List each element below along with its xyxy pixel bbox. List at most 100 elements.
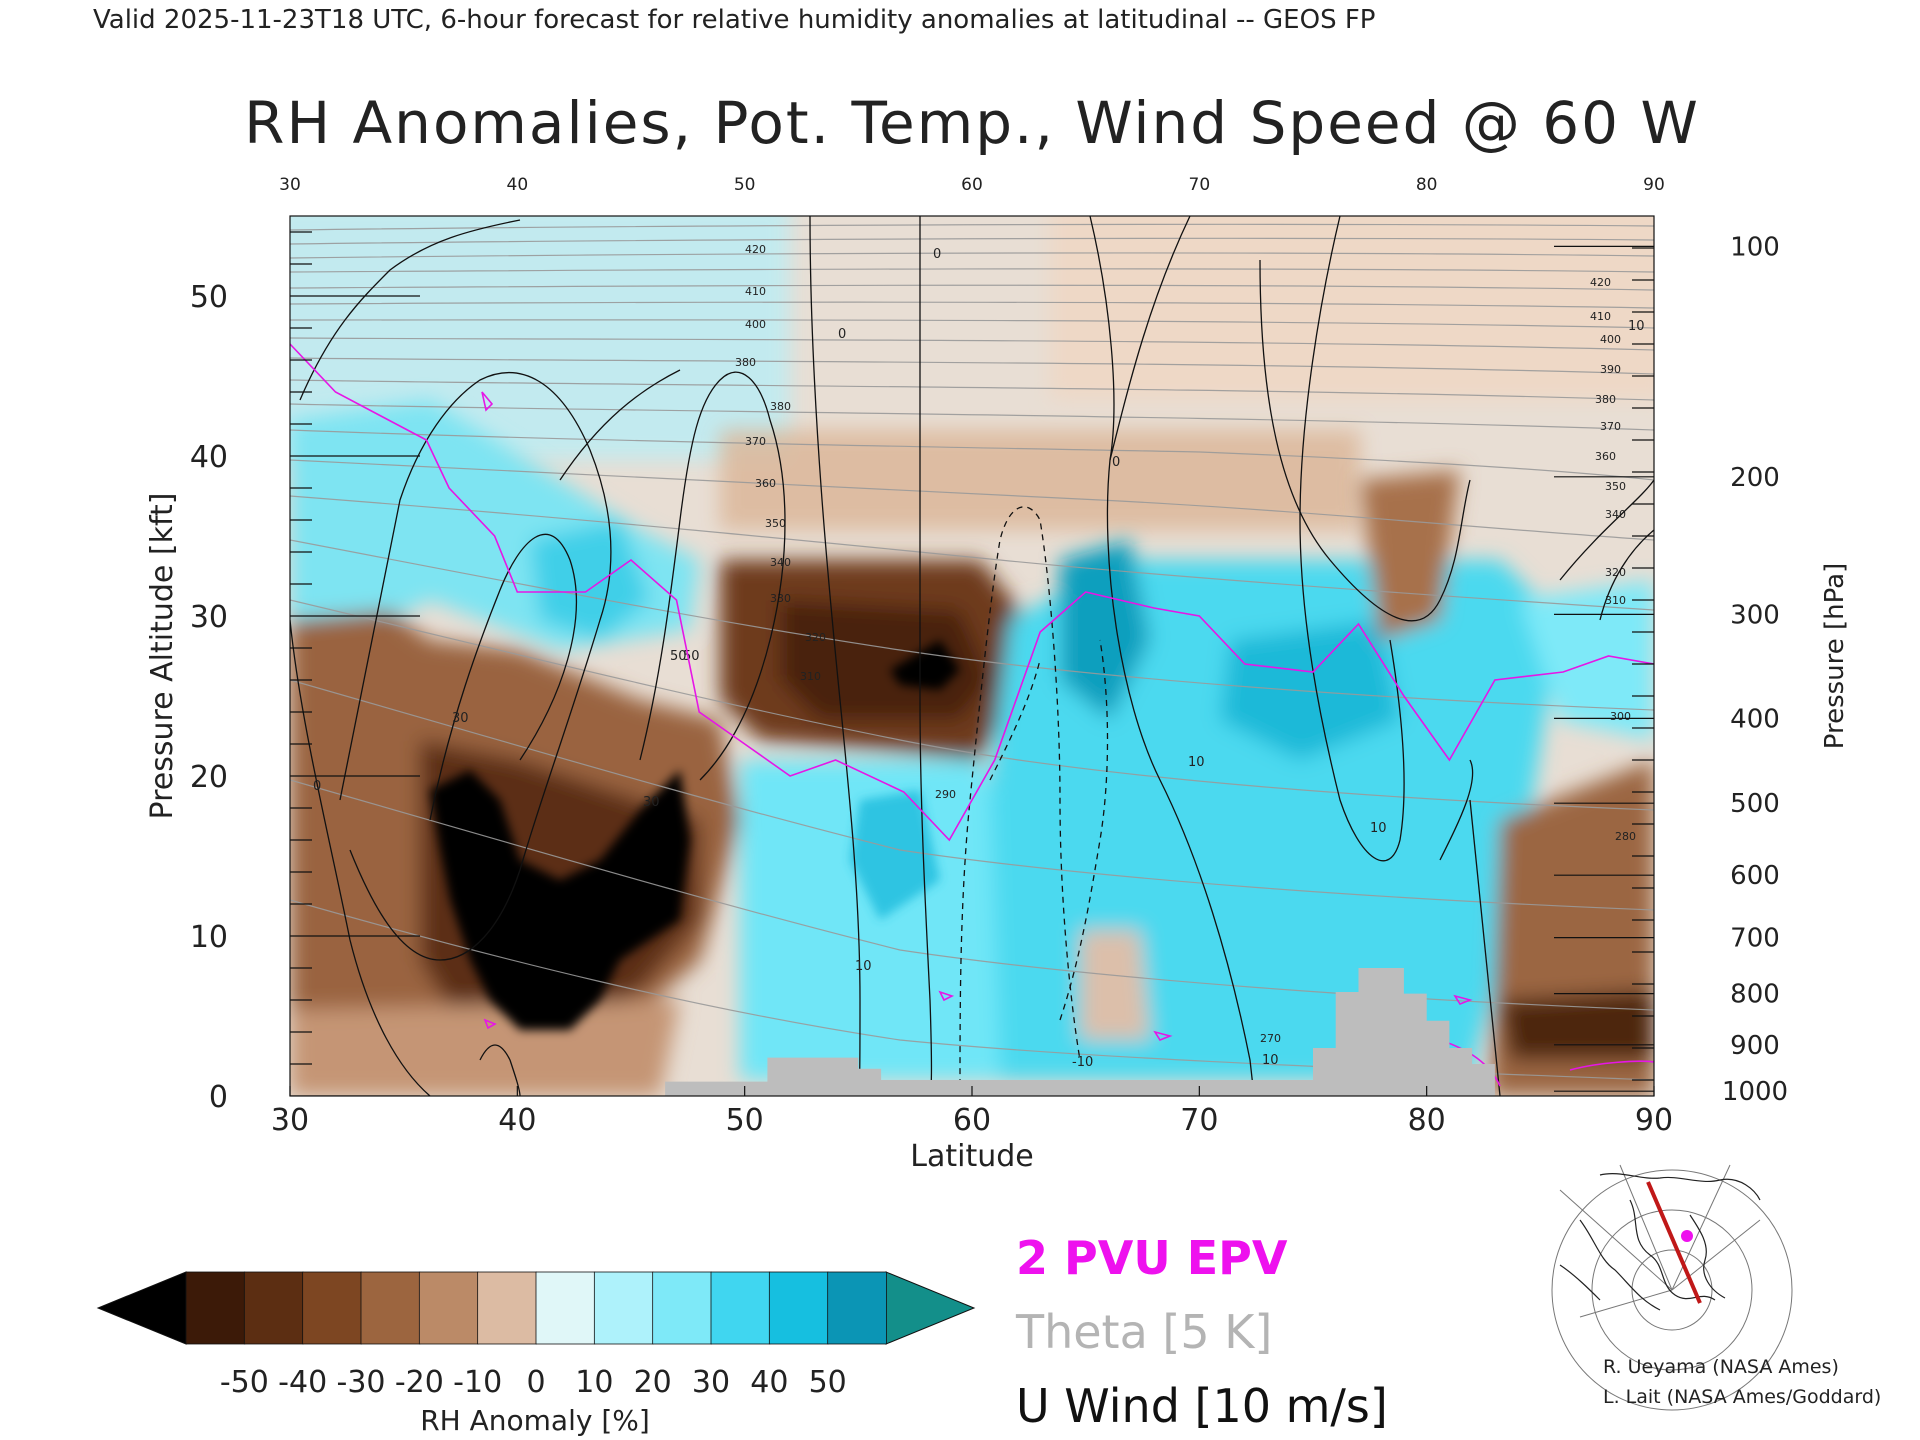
figure-header: Valid 2025-11-23T18 UTC, 6-hour forecast… [93, 5, 1375, 35]
svg-text:330: 330 [770, 592, 791, 605]
wind-label-14: 10 [1628, 319, 1645, 334]
wind-label-2: 50 [670, 649, 687, 664]
legend: 2 PVU EPV Theta [5 K] U Wind [10 m/s] [1015, 1231, 1388, 1433]
svg-text:400: 400 [745, 318, 766, 331]
x-tick-label-40: 40 [498, 1103, 536, 1138]
pressure-tick-label-300: 300 [1730, 600, 1780, 630]
x-top-tick-label-80: 80 [1416, 175, 1438, 195]
cyan-right-mid [1220, 620, 1400, 760]
cyan-core-midlow [850, 790, 940, 920]
colorbar: -50 -40 -30 -20 -10 0 10 20 30 40 50 [96, 1271, 976, 1400]
colorbar-tick-1: -40 [278, 1365, 327, 1400]
svg-text:350: 350 [765, 517, 786, 530]
wind-label-12: 10 [1262, 1053, 1279, 1068]
colorbar-bin-5 [477, 1271, 537, 1345]
colorbar-bin-6 [535, 1271, 596, 1345]
svg-text:410: 410 [1590, 310, 1611, 323]
x-top-tick-label-40: 40 [507, 175, 529, 195]
svg-text:300: 300 [1610, 710, 1631, 723]
colorbar-under-arrow [96, 1271, 187, 1345]
wind-label-9: -10 [1072, 1055, 1093, 1070]
svg-text:350: 350 [1605, 480, 1626, 493]
x-tick-label-80: 80 [1408, 1103, 1446, 1138]
wind-label-3: 0 [313, 779, 321, 794]
locator-map-coastlines [1559, 1173, 1761, 1311]
x-top-tick-label-30: 30 [279, 175, 301, 195]
colorbar-bin-3 [360, 1271, 421, 1345]
pvu-2-contour [290, 343, 1654, 842]
colorbar-tick-0: -50 [220, 1365, 269, 1400]
svg-text:340: 340 [1605, 508, 1626, 521]
pvu-small-loops [481, 391, 1654, 1087]
extreme-anomaly-cores [430, 640, 960, 1030]
cyan-lower-middle [740, 760, 1010, 1080]
y-tick-label-20: 20 [190, 760, 228, 795]
x-top-tick-label-50: 50 [734, 175, 756, 195]
colorbar-bin-4 [418, 1271, 479, 1345]
credit-line-2: L. Lait (NASA Ames/Goddard) [1603, 1386, 1881, 1408]
colorbar-tick-4: -10 [453, 1365, 502, 1400]
black-core-left [430, 770, 690, 1030]
x-tick-label-60: 60 [953, 1103, 991, 1138]
svg-text:360: 360 [1595, 450, 1616, 463]
terrain-mask [665, 968, 1495, 1096]
colorbar-over-arrow [885, 1271, 976, 1345]
wind-label-13: 0 [933, 247, 941, 262]
pressure-tick-label-900: 900 [1730, 1031, 1780, 1061]
pressure-axis-ticks: 100 200 300 400 500 600 700 800 900 1000 [1722, 232, 1788, 1107]
svg-text:370: 370 [1600, 420, 1621, 433]
x-top-tick-label-90: 90 [1643, 175, 1665, 195]
svg-text:280: 280 [1615, 830, 1636, 843]
x-top-tick-label-60: 60 [961, 175, 983, 195]
svg-text:420: 420 [1590, 276, 1611, 289]
colorbar-bin-2 [302, 1271, 362, 1345]
wind-label-7: 10 [855, 959, 872, 974]
tropo-tan-band [720, 430, 1360, 530]
u-wind-negative-contours [959, 506, 1109, 1096]
wind-label-8: 10 [1188, 755, 1205, 770]
locator-map-graticule [1551, 1164, 1793, 1411]
pressure-tick-label-800: 800 [1730, 980, 1780, 1010]
legend-pvu: 2 PVU EPV [1016, 1231, 1288, 1285]
tan-bottom-left [290, 1000, 680, 1096]
black-core-center [890, 640, 960, 690]
legend-theta: Theta [5 K] [1015, 1305, 1272, 1359]
x-top-tick-label-70: 70 [1189, 175, 1211, 195]
credit-line-1: R. Ueyama (NASA Ames) [1603, 1356, 1839, 1378]
brown-upper-center-core [780, 600, 990, 720]
locator-section-marker [1681, 1230, 1693, 1242]
svg-text:340: 340 [770, 556, 791, 569]
y-axis-label: Pressure Altitude [kft] [145, 493, 180, 820]
wind-label-1: 30 [452, 711, 469, 726]
wind-label-5: 50 [683, 649, 700, 664]
colorbar-tick-8: 30 [692, 1365, 730, 1400]
svg-text:310: 310 [1605, 594, 1626, 607]
svg-text:400: 400 [1600, 333, 1621, 346]
pressure-tick-label-600: 600 [1730, 861, 1780, 891]
y-tick-label-40: 40 [190, 440, 228, 475]
y-tick-label-50: 50 [190, 280, 228, 315]
locator-section-line [1646, 1181, 1702, 1304]
y-axis-ticks: 0 10 20 30 40 50 [190, 280, 228, 1115]
colorbar-bin-10 [768, 1271, 829, 1345]
colorbar-tick-3: -20 [395, 1365, 444, 1400]
x-axis-label: Latitude [910, 1139, 1033, 1174]
colorbar-bin-8 [652, 1271, 712, 1345]
legend-u-wind: U Wind [10 m/s] [1016, 1379, 1388, 1433]
colorbar-tick-2: -30 [337, 1365, 386, 1400]
pressure-tick-label-700: 700 [1730, 924, 1780, 954]
colorbar-bin-0 [185, 1271, 246, 1345]
colorbar-bin-1 [243, 1271, 304, 1345]
pressure-tick-label-1000: 1000 [1722, 1077, 1788, 1107]
wind-label-10: 10 [1370, 821, 1387, 836]
brown-right-core [1500, 990, 1654, 1060]
pressure-tick-label-100: 100 [1730, 232, 1780, 262]
svg-text:390: 390 [1600, 363, 1621, 376]
locator-map [1551, 1164, 1793, 1411]
inner-tick-marks [290, 231, 1654, 1096]
svg-text:370: 370 [745, 435, 766, 448]
pressure-tick-label-200: 200 [1730, 463, 1780, 493]
x-tick-label-90: 90 [1635, 1103, 1673, 1138]
